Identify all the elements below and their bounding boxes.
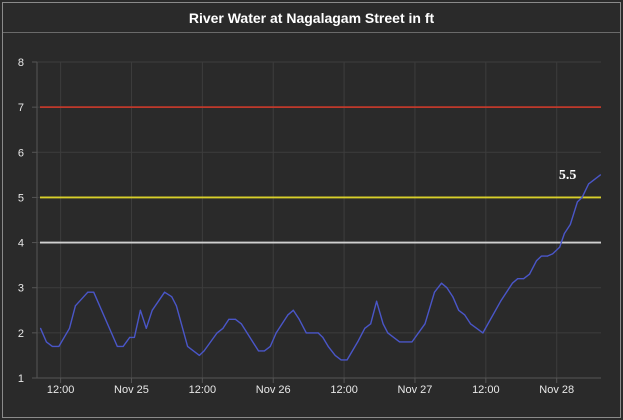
data-point [222,327,224,329]
y-tick-label: 8 [18,57,24,69]
x-tick-label: 12:00 [189,384,217,396]
y-tick-label: 5 [18,192,24,204]
y-tick-label: 7 [18,102,24,114]
data-point [151,309,153,311]
data-point [446,287,448,289]
data-point [357,341,359,343]
chart-header: River Water at Nagalagam Street in ft [3,3,620,33]
data-point [411,341,413,343]
y-tick-label: 1 [18,373,24,385]
data-point [581,196,583,199]
data-point [87,291,89,293]
y-tick-label: 2 [18,328,24,340]
x-tick-label: Nov 25 [114,384,149,396]
data-point [523,278,525,280]
data-point [551,253,554,255]
data-point [305,332,307,334]
data-point [216,332,218,334]
data-point [500,300,502,302]
data-point [463,314,466,316]
data-point [145,327,147,329]
y-tick-label: 3 [18,283,24,295]
data-point [576,201,578,203]
data-point [569,223,571,226]
x-tick-label: 12:00 [472,384,500,396]
data-point [440,282,443,284]
data-point [375,300,378,302]
data-point [292,309,294,311]
data-point [599,174,602,176]
data-point [116,345,118,347]
data-point [399,341,401,343]
data-point [122,345,124,347]
x-tick-label: Nov 26 [256,384,291,396]
data-point [587,183,590,185]
data-point [340,359,342,361]
data-point [322,336,324,338]
data-point [269,345,271,347]
data-point [317,332,319,334]
data-point [257,350,260,352]
data-point [287,314,289,316]
data-point [129,336,131,338]
data-point [139,309,141,311]
data-point [263,350,265,352]
data-point [58,345,60,347]
data-point [74,305,76,307]
data-point [327,345,329,347]
data-point [433,291,436,293]
data-point [334,354,336,357]
data-point [171,296,173,298]
data-point [382,323,384,325]
data-point [370,323,372,325]
data-point [424,323,426,325]
y-tick-label: 6 [18,147,24,159]
data-point [546,255,548,257]
data-point [540,255,542,257]
data-point [39,327,42,329]
data-point [93,291,95,293]
value-annotation: 5.5 [559,168,577,183]
data-point [275,332,277,334]
series-line [39,174,601,361]
data-point [133,336,136,338]
data-point [482,332,484,334]
data-point [163,291,166,293]
data-point [469,323,472,325]
data-point [228,318,230,320]
data-point [51,345,53,347]
y-tick-label: 4 [18,238,24,250]
data-point [452,296,454,298]
data-point [517,278,519,280]
data-point [240,323,242,325]
data-point [536,260,538,262]
x-tick-label: 12:00 [330,384,358,396]
data-point [387,332,389,334]
data-point [559,246,561,248]
data-point [175,305,177,307]
data-point [563,232,565,235]
data-point [298,318,300,320]
data-point [458,309,460,311]
x-tick-label: Nov 27 [398,384,433,396]
data-point [528,273,531,275]
data-point [346,359,348,361]
data-point [198,354,201,357]
data-point [364,327,366,329]
data-point [186,345,189,347]
data-point [203,350,205,352]
data-point [511,282,514,284]
data-point [45,341,48,343]
x-tick-label: Nov 28 [539,384,574,396]
data-point [68,327,71,329]
x-tick-label: 12:00 [47,384,75,396]
chart-title: River Water at Nagalagam Street in ft [188,9,435,26]
data-point [234,318,237,320]
